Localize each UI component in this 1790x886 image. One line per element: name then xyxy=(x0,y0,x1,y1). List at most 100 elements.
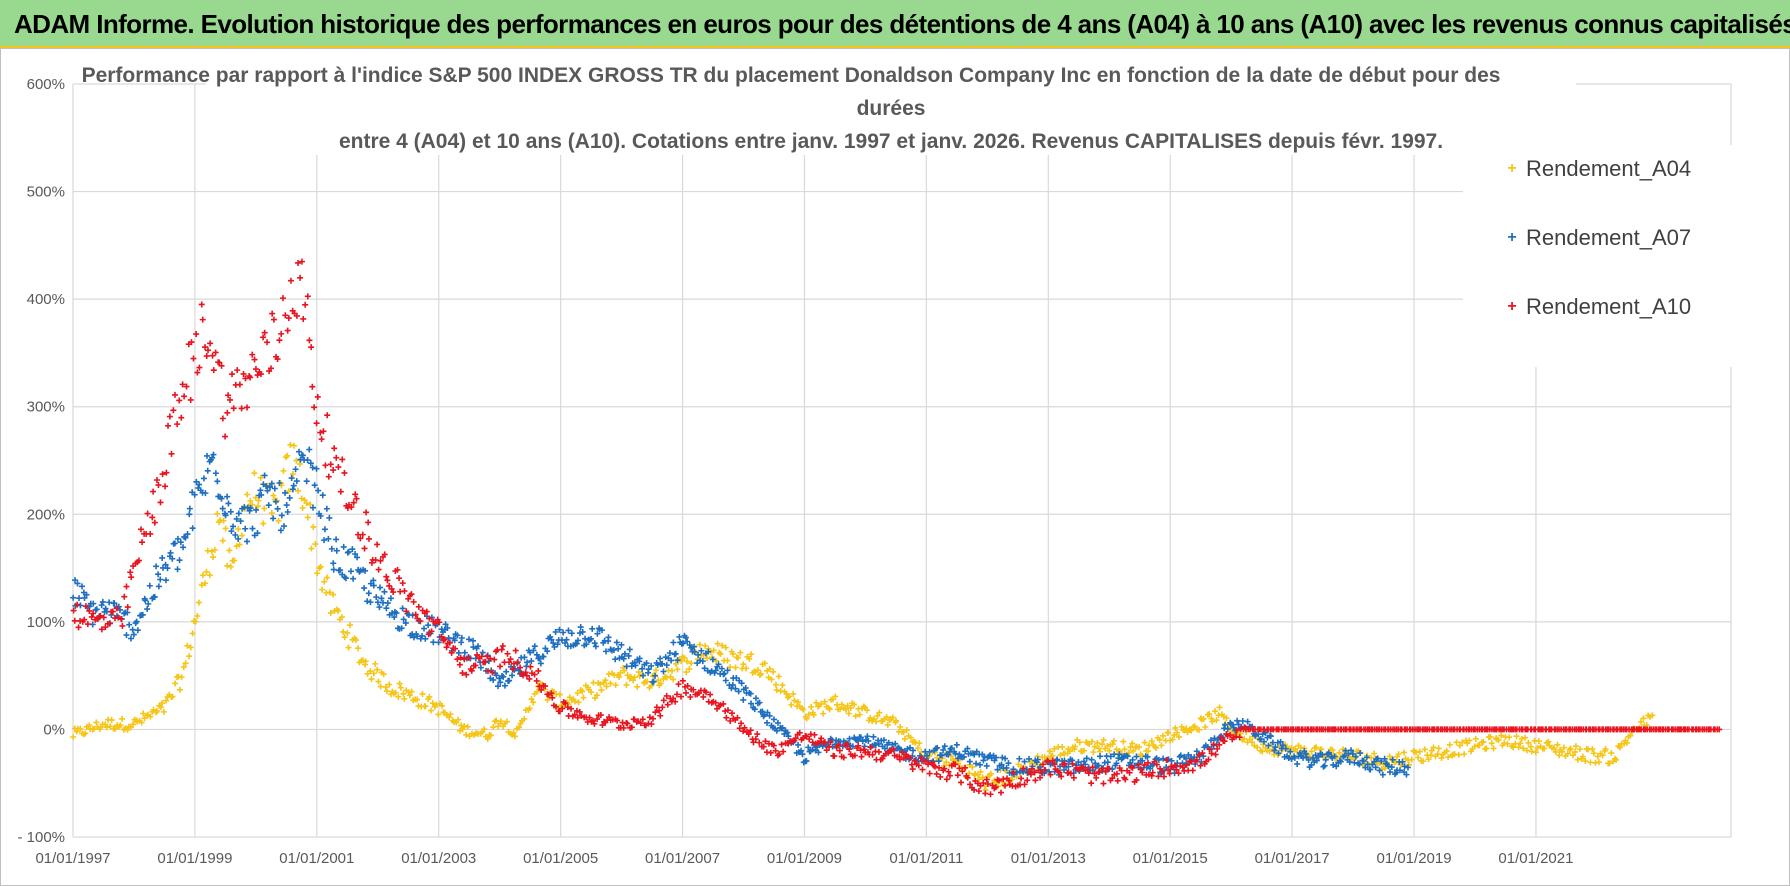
point-rendement_a10 xyxy=(361,545,368,552)
point-rendement_a07 xyxy=(374,599,381,606)
point-rendement_a10 xyxy=(1122,776,1129,783)
point-rendement_a10 xyxy=(199,316,206,323)
point-rendement_a04 xyxy=(512,733,519,740)
x-tick-label: 01/01/2007 xyxy=(645,850,720,867)
point-rendement_a10 xyxy=(1155,773,1162,780)
chart-title: Performance par rapport à l'indice S&P 5… xyxy=(82,64,1501,153)
point-rendement_a04 xyxy=(345,644,352,651)
point-rendement_a04 xyxy=(414,696,421,703)
point-rendement_a07 xyxy=(1399,758,1406,765)
point-rendement_a04 xyxy=(1567,745,1574,752)
chart-title-background xyxy=(206,57,1576,155)
point-rendement_a10 xyxy=(548,690,555,697)
point-rendement_a10 xyxy=(363,509,370,516)
point-rendement_a07 xyxy=(738,680,745,687)
point-rendement_a04 xyxy=(406,692,413,699)
point-rendement_a10 xyxy=(591,720,598,727)
point-rendement_a07 xyxy=(1144,753,1151,760)
point-rendement_a10 xyxy=(119,622,126,629)
point-rendement_a10 xyxy=(127,569,134,576)
point-rendement_a07 xyxy=(345,548,352,555)
point-rendement_a10 xyxy=(728,710,735,717)
legend-label-a07: Rendement_A07 xyxy=(1526,225,1691,250)
point-rendement_a07 xyxy=(548,636,555,643)
point-rendement_a07 xyxy=(1305,756,1312,763)
point-rendement_a07 xyxy=(1082,761,1089,768)
x-axis-ticks: 01/01/1997 01/01/1999 01/01/2001 01/01/2003… xyxy=(35,850,1573,867)
point-rendement_a04 xyxy=(172,680,179,687)
point-rendement_a10 xyxy=(672,698,679,705)
point-rendement_a10 xyxy=(833,744,840,751)
point-rendement_a04 xyxy=(1608,750,1615,757)
point-rendement_a07 xyxy=(1111,751,1118,758)
point-rendement_a10 xyxy=(677,693,684,700)
point-rendement_a07 xyxy=(267,484,274,491)
point-rendement_a07 xyxy=(130,631,137,638)
point-rendement_a10 xyxy=(923,758,930,765)
point-rendement_a07 xyxy=(280,523,287,530)
point-rendement_a04 xyxy=(1106,747,1113,754)
point-rendement_a07 xyxy=(1282,745,1289,752)
point-rendement_a07 xyxy=(419,632,426,639)
point-rendement_a07 xyxy=(552,629,559,636)
point-rendement_a07 xyxy=(393,610,400,617)
point-rendement_a04 xyxy=(353,637,360,644)
point-rendement_a04 xyxy=(370,670,377,677)
point-rendement_a07 xyxy=(1320,763,1327,770)
y-tick-label: 100% xyxy=(27,614,65,631)
point-rendement_a04 xyxy=(635,669,642,676)
point-rendement_a07 xyxy=(402,620,409,627)
point-rendement_a10 xyxy=(314,393,321,400)
point-rendement_a07 xyxy=(666,649,673,656)
point-rendement_a04 xyxy=(330,591,337,598)
point-rendement_a10 xyxy=(998,789,1004,796)
point-rendement_a10 xyxy=(257,371,264,378)
point-rendement_a04 xyxy=(722,644,729,651)
point-rendement_a04 xyxy=(503,718,510,725)
point-rendement_a10 xyxy=(574,714,581,721)
point-rendement_a04 xyxy=(429,700,436,707)
point-rendement_a04 xyxy=(1200,715,1207,722)
point-rendement_a10 xyxy=(1216,741,1223,748)
point-rendement_a10 xyxy=(637,720,644,727)
point-rendement_a07 xyxy=(1104,759,1111,766)
point-rendement_a07 xyxy=(668,657,675,664)
point-rendement_a10 xyxy=(1093,774,1100,781)
point-rendement_a04 xyxy=(1434,751,1441,758)
point-rendement_a04 xyxy=(255,497,262,504)
point-rendement_a04 xyxy=(299,504,306,511)
point-rendement_a07 xyxy=(261,472,268,479)
point-rendement_a07 xyxy=(155,571,162,578)
point-rendement_a10 xyxy=(109,608,116,615)
point-rendement_a10 xyxy=(1021,781,1028,788)
point-rendement_a10 xyxy=(183,383,190,390)
point-rendement_a04 xyxy=(688,660,695,667)
point-rendement_a04 xyxy=(1564,750,1571,757)
point-rendement_a10 xyxy=(74,601,81,608)
point-rendement_a07 xyxy=(594,630,601,637)
point-rendement_a10 xyxy=(244,404,251,411)
point-rendement_a10 xyxy=(261,329,268,336)
point-rendement_a04 xyxy=(580,694,587,701)
point-rendement_a07 xyxy=(799,751,806,758)
point-rendement_a04 xyxy=(1545,738,1552,745)
point-rendement_a04 xyxy=(883,714,890,721)
point-rendement_a07 xyxy=(554,641,561,648)
point-rendement_a04 xyxy=(900,729,907,736)
point-rendement_a10 xyxy=(639,716,646,723)
point-rendement_a07 xyxy=(200,475,207,482)
point-rendement_a10 xyxy=(522,669,529,676)
point-rendement_a07 xyxy=(370,582,377,589)
point-rendement_a07 xyxy=(515,667,522,674)
point-rendement_a10 xyxy=(932,763,939,770)
x-tick-label: 01/01/2001 xyxy=(279,850,354,867)
point-rendement_a04 xyxy=(740,661,747,668)
point-rendement_a10 xyxy=(745,731,752,738)
point-rendement_a07 xyxy=(1168,757,1175,764)
point-rendement_a10 xyxy=(549,694,556,701)
point-rendement_a10 xyxy=(527,663,534,670)
point-rendement_a04 xyxy=(140,710,147,717)
point-rendement_a10 xyxy=(937,773,944,780)
point-rendement_a07 xyxy=(691,648,698,655)
point-rendement_a07 xyxy=(1061,767,1068,774)
